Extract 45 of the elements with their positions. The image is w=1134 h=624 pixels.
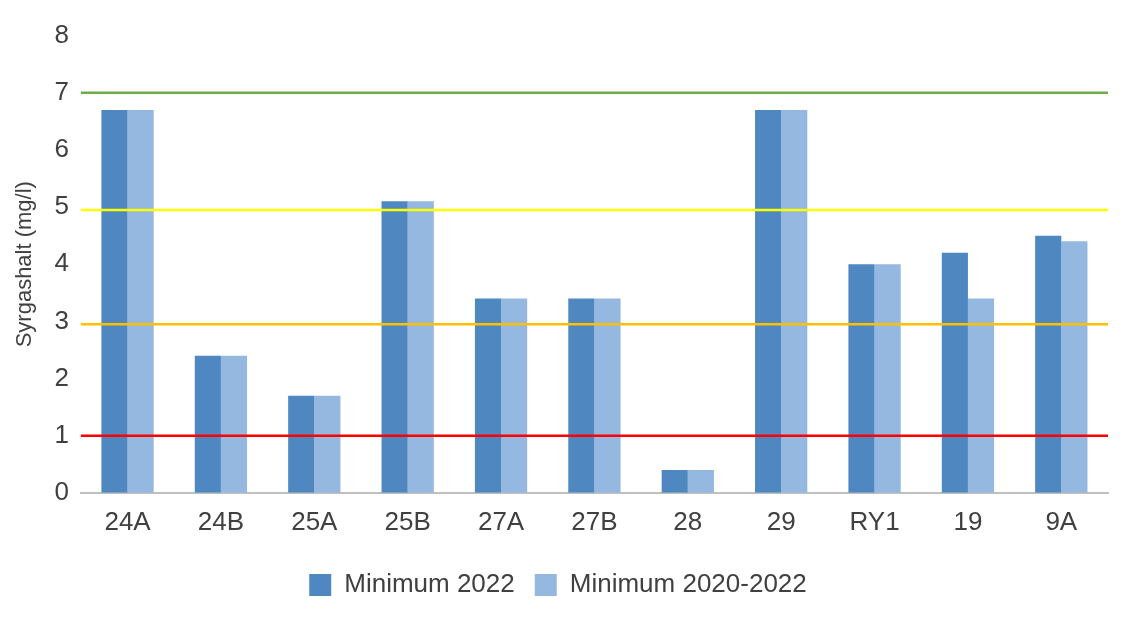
bar (474, 298, 502, 493)
bar (288, 395, 315, 493)
y-tick-label: 0 (54, 475, 69, 506)
bar (687, 469, 714, 493)
bar (381, 201, 408, 493)
y-tick-label: 1 (54, 418, 69, 449)
bar (127, 109, 154, 493)
bar (661, 469, 688, 493)
bar (101, 109, 128, 493)
y-tick-label: 8 (54, 18, 69, 49)
bar (314, 395, 341, 493)
x-tick-label: 28 (673, 505, 703, 536)
bar (220, 355, 248, 493)
y-tick-label: 3 (54, 304, 69, 335)
bar (967, 298, 995, 493)
y-tick-label: 2 (54, 361, 69, 392)
x-tick-label: 29 (766, 505, 796, 536)
x-tick-label: 27B (571, 505, 618, 536)
x-tick-label: 27A (477, 505, 525, 536)
y-tick-label: 5 (54, 190, 69, 221)
y-axis-title: Syrgashalt (mg/l) (11, 181, 37, 348)
y-tick-label: 7 (54, 75, 69, 106)
bar (194, 355, 221, 493)
bar (1035, 235, 1062, 493)
x-tick-label: 19 (953, 505, 983, 536)
y-tick-label: 6 (54, 133, 69, 164)
x-tick-label: 25A (291, 505, 339, 536)
bar (407, 201, 434, 493)
y-tick-label: 4 (54, 247, 69, 278)
legend-label: Minimum 2022 (344, 568, 515, 599)
bar (594, 298, 621, 493)
x-tick-label: 25B (384, 505, 431, 536)
bar (568, 298, 595, 493)
x-tick-label: 24A (104, 505, 152, 536)
legend-label: Minimum 2020-2022 (569, 568, 807, 599)
x-tick-label: RY1 (849, 505, 900, 536)
bar (755, 109, 782, 493)
bar (941, 252, 968, 493)
bar (501, 298, 528, 493)
bar (874, 264, 901, 493)
bar (781, 109, 808, 493)
x-tick-label: 24B (197, 505, 245, 536)
bar (848, 264, 875, 493)
x-tick-label: 9A (1045, 505, 1078, 536)
bar (1061, 241, 1088, 493)
